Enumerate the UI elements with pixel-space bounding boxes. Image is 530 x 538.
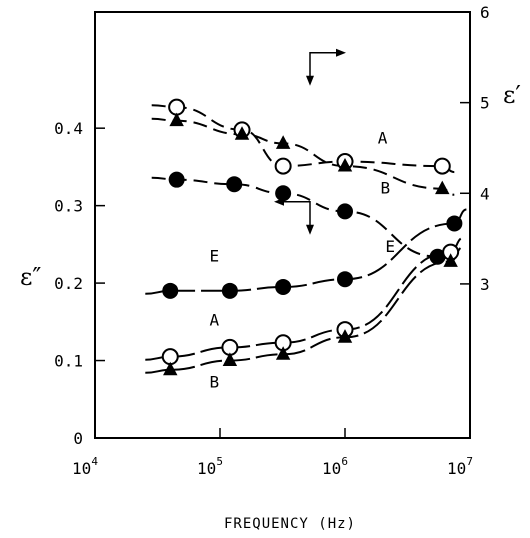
curve-label: B: [380, 178, 390, 197]
x-tick-label: 105: [197, 455, 223, 478]
y-left-tick-label: 0.4: [54, 119, 83, 138]
arrowhead: [306, 75, 314, 86]
data-point-filled-triangle: [234, 126, 250, 140]
data-point-filled-circle: [275, 278, 292, 295]
y-right-tick-label: 3: [480, 275, 490, 294]
curve-label: E: [385, 237, 395, 256]
x-tick-label: 107: [447, 455, 473, 478]
series-curves: [145, 104, 467, 374]
data-point-open-circle: [168, 98, 186, 116]
data-point-filled-circle: [446, 215, 463, 232]
data-point-filled-triangle: [435, 180, 450, 195]
data-point-filled-triangle: [169, 112, 184, 127]
y-left-tick-label: 0.3: [54, 197, 83, 216]
x-tick-label: 104: [72, 455, 98, 478]
data-point-filled-triangle: [337, 157, 353, 172]
y-left-axis-title: ε″: [20, 263, 41, 291]
axis-indicator-arrows: [274, 48, 346, 235]
series-line-b-right: [151, 117, 455, 196]
data-point-filled-circle: [226, 176, 243, 193]
y-right-tick-label: 6: [480, 3, 490, 22]
data-point-filled-circle: [168, 171, 185, 188]
data-point-filled-triangle: [163, 361, 178, 376]
right-axis-indicator-arrow: [309, 52, 340, 81]
left-axis-indicator-arrow: [280, 201, 311, 230]
x-tick-label: 106: [322, 455, 348, 478]
y-left-tick-label: 0.2: [54, 274, 83, 293]
data-point-filled-circle: [275, 185, 292, 202]
plot-frame: [94, 11, 471, 439]
data-point-filled-triangle: [275, 135, 291, 149]
arrowhead: [306, 224, 314, 235]
data-point-open-circle: [274, 157, 292, 175]
data-point-filled-circle: [221, 282, 238, 299]
y-right-axis-title: ε′: [503, 81, 521, 109]
y-right-tick-label: 4: [480, 184, 490, 203]
data-point-filled-triangle: [337, 329, 353, 343]
y-right-tick-labels: 3 4 5 6: [480, 3, 490, 294]
data-point-filled-circle: [162, 282, 179, 299]
data-point-open-circle: [433, 157, 451, 175]
series-line-e-left: [145, 208, 467, 295]
data-point-filled-triangle: [275, 346, 291, 360]
arrowhead: [336, 48, 346, 57]
y-right-tick-label: 5: [480, 94, 490, 113]
curve-label: E: [209, 246, 219, 265]
data-point-filled-triangle: [443, 253, 458, 267]
y-left-tick-label: 0: [73, 429, 83, 448]
data-point-filled-circle: [337, 271, 353, 288]
y-left-tick-label: 0.1: [54, 352, 83, 371]
y-left-tick-labels: 0 0.1 0.2 0.3 0.4: [54, 119, 83, 448]
data-point-filled-circle: [337, 203, 353, 220]
curve-label: A: [378, 128, 388, 147]
curve-label: A: [209, 311, 219, 330]
series-line-e-right: [151, 176, 450, 264]
series-markers: [161, 98, 463, 376]
curve-labels: A B E E A B: [209, 128, 395, 391]
plot-border: [94, 11, 471, 439]
series-line-a-left: [145, 237, 463, 361]
axis-ticks: [94, 11, 471, 439]
x-tick-labels: 104 105 106 107: [72, 455, 473, 478]
data-point-filled-triangle: [222, 352, 238, 366]
data-point-filled-circle: [429, 248, 446, 265]
curve-label: B: [209, 373, 219, 392]
arrowhead: [274, 197, 284, 206]
x-axis-title: FREQUENCY (Hz): [224, 516, 356, 532]
series-line-a-right: [151, 104, 455, 174]
